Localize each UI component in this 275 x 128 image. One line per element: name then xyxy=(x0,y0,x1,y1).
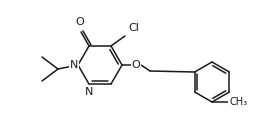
Text: Cl: Cl xyxy=(128,23,139,33)
Text: CH₃: CH₃ xyxy=(229,97,247,107)
Text: O: O xyxy=(76,17,84,27)
Text: O: O xyxy=(132,60,140,70)
Text: N: N xyxy=(70,60,78,70)
Text: N: N xyxy=(85,87,93,97)
